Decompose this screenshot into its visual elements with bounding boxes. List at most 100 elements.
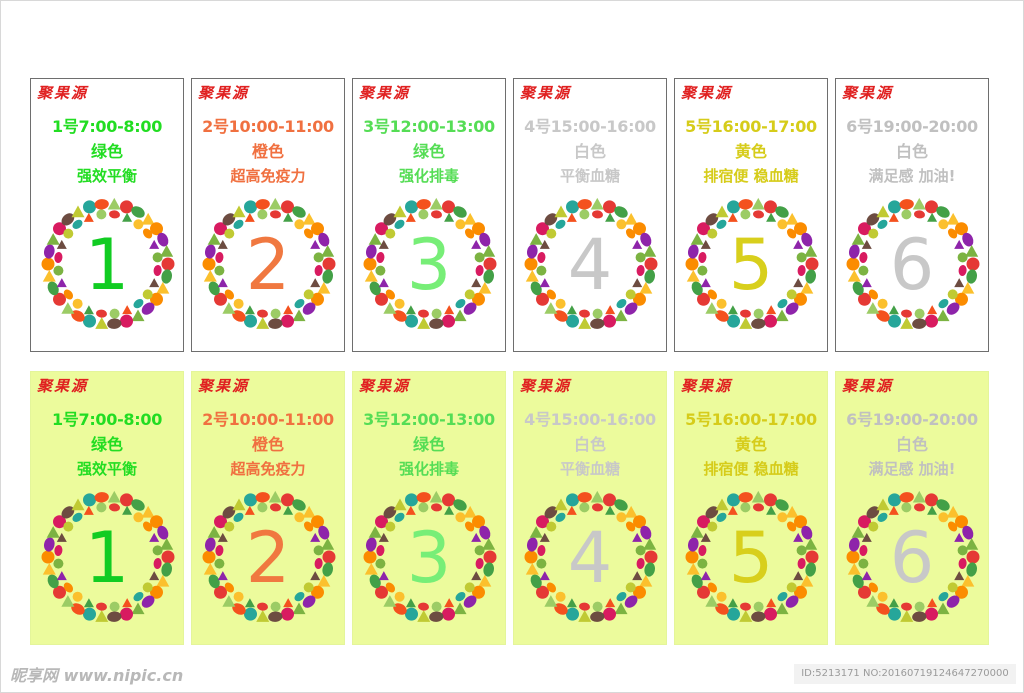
fruit-icon (131, 206, 145, 218)
fruit-icon (202, 550, 216, 564)
fruit-icon (322, 269, 333, 284)
fruit-icon (644, 269, 655, 284)
fruit-icon (378, 278, 389, 288)
fruit-icon (805, 257, 819, 271)
fruit-icon (431, 503, 442, 512)
fruit-icon (888, 493, 901, 507)
fruit-icon (861, 532, 872, 542)
fruit-icon (160, 245, 174, 257)
fruit-icon (605, 505, 616, 515)
fruit-icon (214, 292, 227, 306)
fruit-icon (801, 232, 813, 247)
fruit-icon (83, 314, 96, 328)
fruit-icon (965, 538, 979, 550)
fruit-icon (63, 582, 74, 593)
fruit-icon (868, 289, 879, 300)
effect-label: 强效平衡 (76, 460, 137, 478)
fruit-icon (632, 532, 643, 542)
fruit-icon (727, 305, 738, 315)
fruit-icon (311, 515, 324, 529)
fruit-icon (405, 212, 416, 222)
card-3: 聚果源 3号12:00-13:00 绿色 强化排毒 3 (352, 371, 506, 645)
fruit-icon (697, 265, 708, 276)
fruit-icon (444, 212, 455, 222)
fruit-icon (53, 265, 64, 276)
fruit-icon (142, 228, 153, 239)
fruit-icon (83, 493, 96, 507)
fruit-icon (314, 558, 323, 569)
fruit-icon (797, 265, 806, 276)
fruit-wreath-icon (363, 490, 497, 622)
brand-logo: 聚果源 (37, 377, 89, 395)
fruit-icon (393, 498, 407, 511)
fruit-icon (914, 601, 925, 612)
fruit-icon (537, 545, 546, 556)
fruit-icon (554, 603, 568, 615)
fruit-icon (632, 278, 643, 288)
color-label: 橙色 (251, 142, 284, 161)
fruit-icon (109, 601, 120, 612)
fruit-icon (471, 532, 482, 542)
fruit-icon (691, 574, 703, 589)
fruit-icon (927, 305, 938, 315)
fruit-icon (416, 199, 431, 210)
fruit-icon (566, 305, 577, 315)
fruit-icon (716, 219, 727, 230)
fruit-icon (464, 228, 475, 239)
fruit-icon (217, 278, 228, 288)
fruit-icon (107, 318, 122, 329)
fruit-icon (957, 252, 968, 263)
fruit-icon (268, 490, 282, 503)
fruit-wreath-icon (202, 197, 336, 329)
fruit-icon (796, 545, 807, 556)
fruit-icon (463, 212, 477, 225)
fruit-icon (644, 550, 658, 564)
fruit-icon (244, 305, 255, 315)
fruit-icon (640, 232, 652, 247)
fruit-icon (861, 239, 872, 249)
fruit-icon (107, 611, 122, 622)
fruit-icon (643, 245, 657, 257)
fruit-icon (635, 252, 646, 263)
fruit-icon (766, 505, 777, 515)
fruit-icon (700, 532, 711, 542)
fruit-icon (954, 278, 965, 288)
fruit-icon (156, 281, 170, 294)
fruit-icon (697, 558, 708, 569)
fruit-icon (700, 278, 711, 288)
fruit-icon (214, 222, 227, 236)
fruit-icon (961, 574, 975, 587)
big-numeral: 4 (567, 224, 613, 306)
fruit-icon (707, 228, 718, 239)
fruit-icon (961, 281, 975, 294)
fruit-icon (536, 292, 549, 306)
fruit-icon (900, 317, 914, 329)
fruit-icon (483, 269, 494, 284)
fruit-icon (366, 537, 377, 552)
fruit-icon (429, 197, 443, 210)
fruit-icon (283, 505, 294, 515)
fruit-icon (302, 302, 316, 315)
fruit-icon (901, 602, 912, 611)
fruit-icon (544, 213, 558, 226)
fruit-icon (614, 499, 628, 511)
big-numeral: 2 (245, 517, 291, 599)
fruit-icon (310, 278, 321, 288)
card-2: 聚果源 2号10:00-11:00 橙色 超高免疫力 2 (191, 78, 345, 352)
fruit-icon (44, 537, 55, 552)
fruit-icon (281, 607, 294, 621)
fruit-icon (858, 292, 871, 306)
fruit-icon (157, 525, 169, 540)
fruit-icon (303, 289, 314, 300)
fruit-icon (83, 598, 94, 608)
fruit-icon (785, 595, 799, 608)
fruit-icon (71, 603, 85, 615)
fruit-icon (232, 310, 246, 322)
fruit-icon (775, 499, 789, 511)
fruit-icon (700, 239, 711, 249)
fruit-icon (877, 219, 888, 230)
fruit-icon (955, 222, 968, 236)
fruit-icon (257, 502, 268, 513)
color-label: 白色 (573, 435, 606, 454)
fruit-icon (53, 558, 64, 569)
